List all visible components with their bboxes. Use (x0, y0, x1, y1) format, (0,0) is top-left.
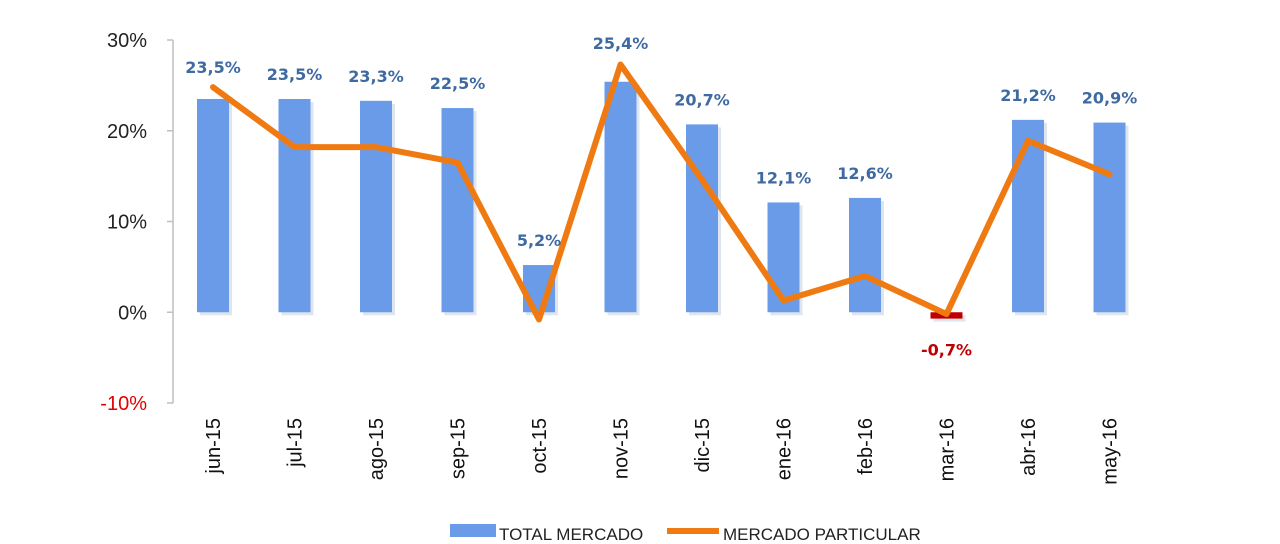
x-tick-label: feb-16 (855, 418, 877, 475)
legend-label-mercado-particular: MERCADO PARTICULAR (723, 525, 921, 544)
data-label: 5,2% (517, 231, 561, 250)
x-tick-label: may-16 (1100, 418, 1122, 485)
x-tick-label: oct-15 (529, 418, 551, 474)
bar (604, 81, 637, 313)
bar (1093, 122, 1126, 313)
x-tick-label: abr-16 (1018, 418, 1040, 476)
data-label: -0,7% (921, 341, 972, 360)
line-mercado-particular (210, 61, 1113, 323)
bar (360, 100, 392, 313)
y-tick-label: -10% (100, 393, 147, 415)
data-label: 23,3% (348, 67, 404, 86)
data-label: 20,9% (1082, 89, 1138, 108)
data-label: 22,5% (430, 74, 486, 93)
data-label: 12,1% (756, 168, 812, 187)
bar (686, 124, 718, 313)
x-tick-label: ago-15 (366, 418, 388, 480)
x-tick-label: ene-16 (774, 418, 796, 480)
data-label: 21,2% (1000, 86, 1056, 105)
axes: 30% 20% 10% 0% -10% jun-15 jul-15 ago-15 sep-15 o… (100, 30, 1121, 485)
line-series (210, 61, 1113, 323)
legend-swatch-total-mercado (450, 524, 496, 537)
bar (278, 98, 311, 313)
bar (767, 202, 800, 313)
data-label: 20,7% (674, 90, 730, 109)
bar (849, 197, 881, 313)
x-tick-label: jul-15 (285, 418, 307, 468)
bar (197, 98, 229, 313)
y-tick-label: 30% (107, 30, 147, 52)
data-label: 23,5% (185, 58, 241, 77)
data-label: 23,5% (267, 65, 323, 84)
bar (441, 108, 474, 313)
x-tick-label: sep-15 (448, 418, 470, 479)
legend-label-total-mercado: TOTAL MERCADO (499, 525, 643, 544)
x-tick-label: dic-15 (692, 418, 714, 472)
data-label: 12,6% (837, 164, 893, 183)
y-tick-label: 10% (107, 212, 147, 234)
y-tick-label: 0% (118, 302, 147, 324)
y-tick-label: 20% (107, 121, 147, 143)
legend: TOTAL MERCADO MERCADO PARTICULAR (450, 524, 921, 544)
x-tick-label: jun-15 (203, 418, 225, 475)
bar (1012, 119, 1044, 313)
x-tick-label: nov-15 (611, 418, 633, 479)
data-labels: 23,5% 23,5% 23,3% 22,5% 5,2% 25,4% 20,7% 12,1% 1… (185, 34, 1137, 360)
data-label: 25,4% (593, 34, 649, 53)
bars (197, 81, 1129, 322)
x-tick-label: mar-16 (937, 418, 959, 481)
